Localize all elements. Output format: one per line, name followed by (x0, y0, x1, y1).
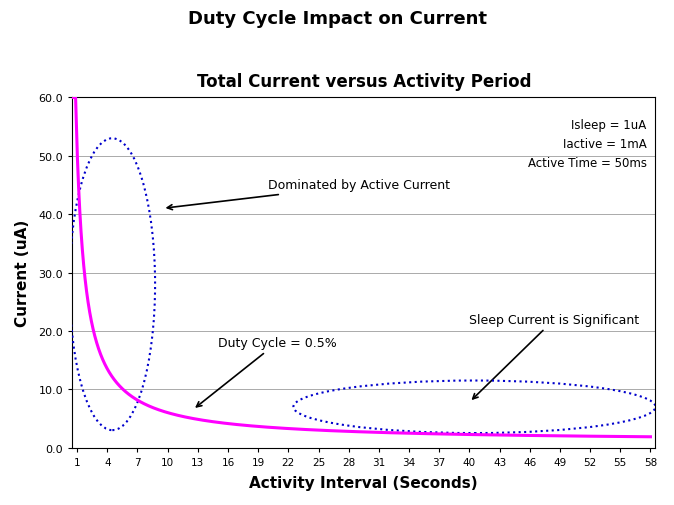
Text: Dominated by Active Current: Dominated by Active Current (167, 179, 450, 210)
Text: Duty Cycle Impact on Current: Duty Cycle Impact on Current (187, 10, 487, 28)
Y-axis label: Current (uA): Current (uA) (15, 220, 30, 327)
X-axis label: Activity Interval (Seconds): Activity Interval (Seconds) (249, 475, 478, 490)
Text: Isleep = 1uA
Iactive = 1mA
Active Time = 50ms: Isleep = 1uA Iactive = 1mA Active Time =… (528, 119, 647, 170)
Title: Total Current versus Activity Period: Total Current versus Activity Period (197, 73, 531, 91)
Text: Sleep Current is Significant: Sleep Current is Significant (469, 313, 640, 399)
Text: Duty Cycle = 0.5%: Duty Cycle = 0.5% (196, 336, 337, 407)
